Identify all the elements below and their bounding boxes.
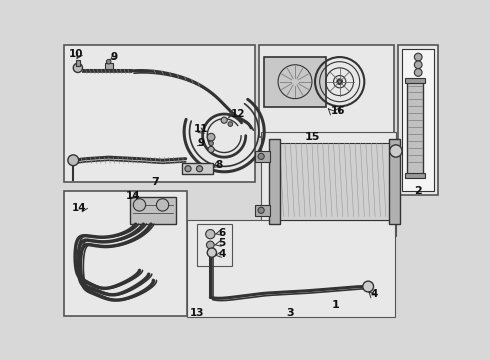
Text: 7: 7 [151, 177, 159, 187]
Circle shape [415, 53, 422, 61]
Bar [278, 143, 391, 220]
Circle shape [208, 147, 214, 153]
Bar [75, 60, 80, 66]
Bar [255, 151, 270, 162]
Circle shape [415, 61, 422, 69]
Bar [405, 78, 425, 83]
Circle shape [206, 241, 214, 249]
Circle shape [390, 145, 402, 157]
Bar [182, 163, 213, 174]
Text: 1: 1 [332, 300, 340, 310]
Circle shape [258, 207, 264, 213]
Text: 3: 3 [286, 308, 294, 318]
Circle shape [207, 248, 217, 257]
Circle shape [133, 199, 146, 211]
Bar [405, 172, 425, 178]
Bar [64, 191, 187, 316]
Circle shape [196, 166, 203, 172]
Text: 12: 12 [230, 109, 245, 119]
Text: 15: 15 [305, 132, 320, 142]
Bar [197, 224, 232, 266]
Bar [261, 132, 396, 236]
Text: 9: 9 [197, 138, 204, 148]
Bar [269, 139, 280, 224]
Text: 10: 10 [69, 49, 83, 59]
Bar [105, 63, 113, 69]
Text: 8: 8 [215, 160, 222, 170]
Circle shape [207, 133, 215, 141]
Bar [389, 139, 400, 224]
Circle shape [73, 63, 82, 72]
Bar [398, 45, 438, 195]
Text: 2: 2 [415, 186, 422, 196]
Circle shape [209, 141, 214, 145]
Bar [64, 45, 255, 182]
Text: 16: 16 [330, 106, 345, 116]
Text: 13: 13 [190, 308, 204, 318]
Circle shape [206, 230, 215, 239]
Circle shape [415, 69, 422, 76]
Text: 9: 9 [110, 52, 117, 62]
Bar [408, 82, 423, 174]
Text: 14: 14 [125, 191, 140, 201]
Text: 4: 4 [218, 249, 225, 259]
Circle shape [363, 281, 373, 292]
Circle shape [258, 153, 264, 159]
Bar [259, 45, 393, 137]
Text: 5: 5 [218, 238, 225, 248]
Bar [402, 49, 435, 191]
Bar [255, 205, 270, 216]
Circle shape [228, 122, 233, 126]
Circle shape [68, 155, 78, 166]
Text: 11: 11 [194, 125, 208, 134]
Bar [264, 57, 326, 107]
Circle shape [106, 59, 111, 64]
Text: 6: 6 [218, 228, 225, 238]
Text: 14: 14 [72, 203, 86, 213]
Circle shape [156, 199, 169, 211]
Text: 4: 4 [370, 289, 378, 299]
Bar [130, 197, 176, 224]
Bar [187, 220, 395, 316]
Circle shape [221, 117, 227, 123]
Circle shape [185, 166, 191, 172]
Circle shape [337, 80, 342, 84]
